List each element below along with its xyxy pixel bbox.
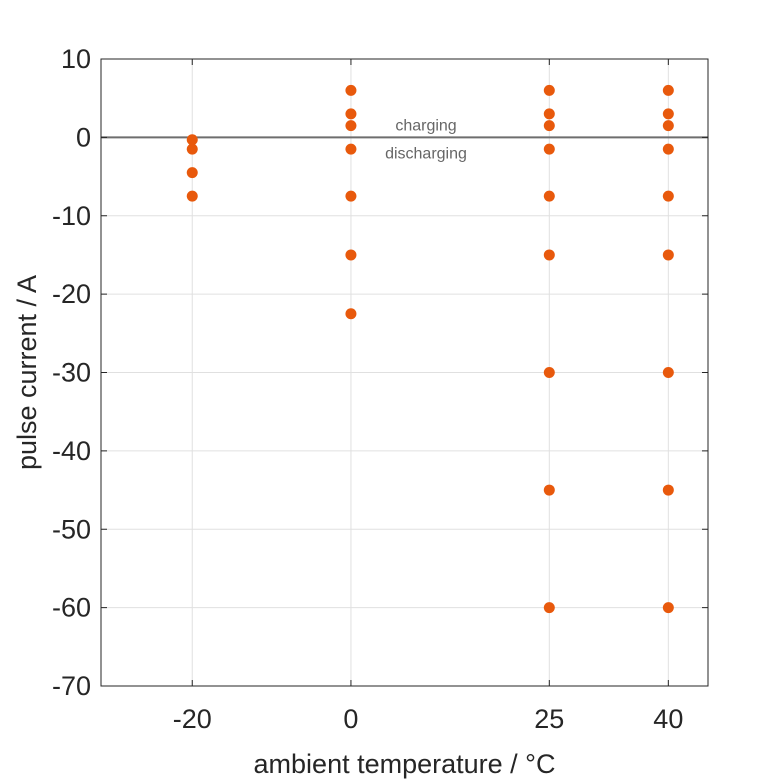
y-tick-label: -70 [52,671,91,701]
x-tick-label: 0 [343,704,358,734]
y-tick-label: 10 [61,44,91,74]
data-point [543,602,555,614]
annotation-charging: charging [395,117,456,134]
data-point [345,84,357,96]
data-point [345,308,357,320]
data-point [543,484,555,496]
data-point [186,167,198,179]
data-points [186,84,674,614]
data-point [186,134,198,146]
data-point [345,190,357,202]
x-tick-label: 25 [534,704,564,734]
y-tick-label: 0 [76,122,91,152]
data-point [543,120,555,132]
data-point [543,84,555,96]
y-tick-label: -20 [52,279,91,309]
data-point [186,143,198,155]
axis-ticks: -20 0 25 40 10 0 -10 -20 -30 -40 -50 -60 -70 [52,44,708,734]
data-point [662,120,674,132]
data-point [345,120,357,132]
y-tick-label: -10 [52,201,91,231]
y-tick-label: -60 [52,593,91,623]
y-axis-label: pulse current / A [12,275,42,470]
data-point [345,108,357,120]
data-point [662,602,674,614]
annotation-discharging: discharging [385,145,467,162]
data-point [543,249,555,261]
x-tick-label: 40 [653,704,683,734]
data-point [662,108,674,120]
data-point [662,367,674,378]
y-tick-label: -40 [52,436,91,466]
data-point [662,190,674,202]
data-point [186,190,198,202]
data-point [543,367,555,378]
x-tick-label: -20 [173,704,212,734]
data-point [543,190,555,202]
data-point [662,249,674,261]
data-point [345,143,357,155]
data-point [662,84,674,96]
data-point [543,108,555,120]
y-tick-label: -30 [52,358,91,388]
data-point [662,143,674,155]
x-axis-label: ambient temperature / °C [254,749,556,779]
data-point [662,484,674,496]
y-tick-label: -50 [52,514,91,544]
data-point [345,249,357,261]
data-point [543,143,555,155]
